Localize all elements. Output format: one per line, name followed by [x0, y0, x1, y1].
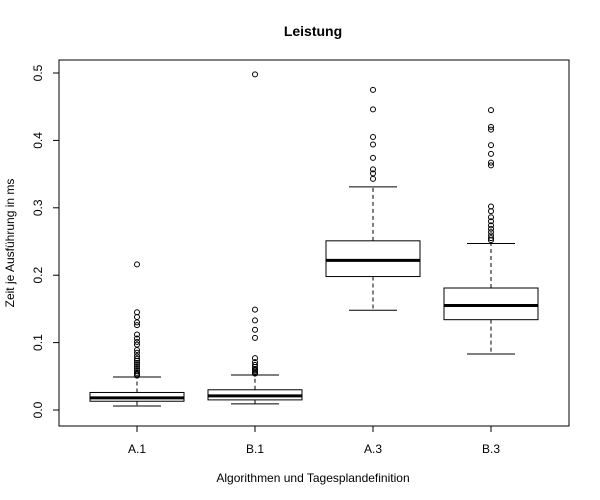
outlier-point — [134, 361, 140, 368]
outlier-point — [134, 355, 140, 362]
outlier-point — [488, 222, 494, 229]
x-axis: A.1 B.1 A.3 B.3 — [128, 425, 500, 456]
outlier-point — [134, 261, 140, 268]
box-a-3 — [325, 86, 421, 311]
outlier-point — [488, 142, 494, 149]
y-axis: 0.0 0.1 0.2 0.3 0.4 0.5 — [31, 64, 60, 418]
y-tick-label: 0.1 — [31, 334, 45, 351]
outlier-point — [252, 334, 258, 341]
box-a-1 — [89, 261, 185, 407]
outlier-point — [252, 317, 258, 324]
outlier-point — [488, 235, 494, 242]
outlier-point — [488, 162, 494, 169]
outlier-point — [488, 214, 494, 221]
outlier-point — [134, 347, 140, 354]
box-b-1 — [207, 71, 303, 405]
chart-title: Leistung — [284, 23, 342, 39]
outlier-point — [252, 370, 258, 377]
outlier-point — [134, 331, 140, 338]
outlier-point — [370, 166, 376, 173]
outlier-point — [134, 372, 140, 379]
outlier-point — [370, 86, 376, 93]
outlier-point — [488, 229, 494, 236]
outlier-point — [488, 123, 494, 130]
outlier-point — [488, 208, 494, 215]
outlier-point — [488, 159, 494, 166]
y-tick-label: 0.5 — [31, 64, 45, 81]
y-tick-label: 0.2 — [31, 267, 45, 284]
y-tick-label: 0.3 — [31, 199, 45, 216]
outlier-point — [134, 357, 140, 364]
y-tick-label: 0.4 — [31, 132, 45, 149]
iqr-box — [443, 287, 539, 321]
x-tick-label: A.1 — [128, 442, 146, 456]
outlier-point — [252, 306, 258, 313]
x-axis-label: Algorithmen und Tagesplandefinition — [216, 471, 409, 485]
x-tick-label: B.1 — [246, 442, 264, 456]
x-tick-label: A.3 — [364, 442, 382, 456]
outlier-point — [252, 326, 258, 333]
x-tick-label: B.3 — [482, 442, 500, 456]
outlier-point — [134, 319, 140, 326]
outlier-point — [134, 359, 140, 366]
y-axis-label: Zeit je Ausführung in ms — [3, 179, 17, 308]
outlier-point — [252, 355, 258, 362]
outlier-point — [134, 349, 140, 356]
outlier-point — [488, 225, 494, 232]
iqr-box — [325, 240, 421, 278]
outlier-point — [488, 126, 494, 133]
outlier-point — [488, 237, 494, 244]
outlier-point — [134, 322, 140, 329]
outlier-point — [252, 71, 258, 78]
outlier-point — [134, 335, 140, 342]
outlier-point — [370, 134, 376, 141]
outlier-point — [370, 141, 376, 148]
outlier-point — [488, 218, 494, 225]
outlier-point — [488, 107, 494, 114]
outlier-point — [370, 154, 376, 161]
outlier-point — [488, 150, 494, 157]
outlier-point — [370, 106, 376, 113]
outlier-point — [134, 338, 140, 345]
y-tick-label: 0.0 — [31, 401, 45, 418]
outlier-point — [134, 363, 140, 370]
outlier-point — [370, 175, 376, 182]
box-b-3 — [443, 107, 539, 355]
box-series — [89, 71, 539, 407]
